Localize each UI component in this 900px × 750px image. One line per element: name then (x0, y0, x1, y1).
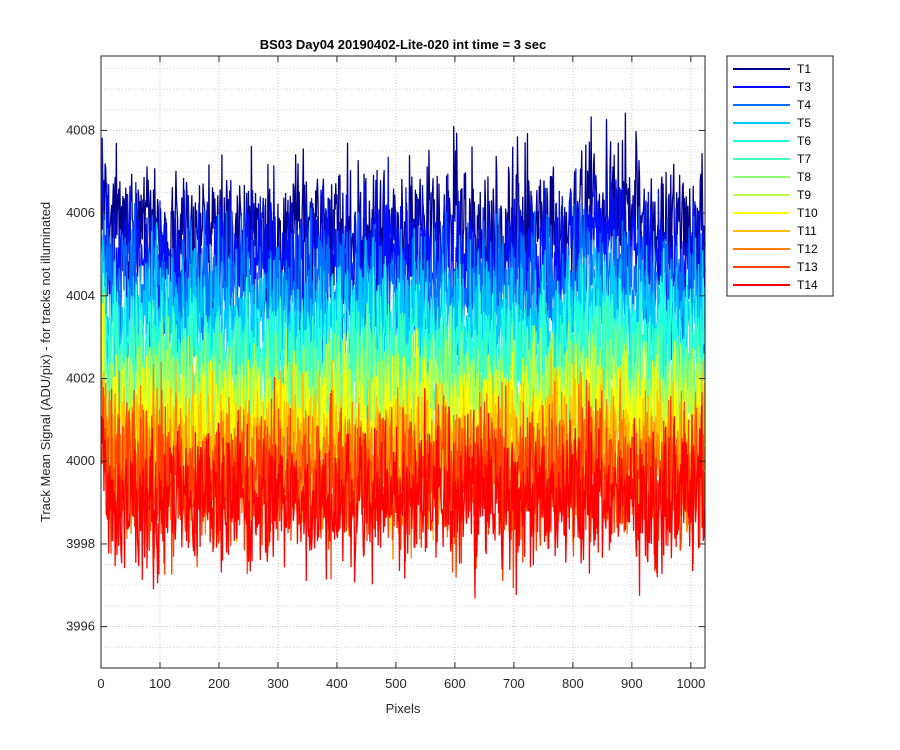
legend-label-t3: T3 (797, 80, 811, 94)
ticks (100, 56, 705, 668)
y-tick-label: 4000 (66, 453, 95, 468)
series-group (100, 112, 706, 599)
legend-label-t11: T11 (797, 224, 817, 238)
x-tick-label: 900 (621, 676, 643, 691)
x-tick-label: 1000 (676, 676, 705, 691)
legend-label-t7: T7 (797, 152, 811, 166)
legend-label-t10: T10 (797, 206, 818, 220)
y-tick-label: 4004 (66, 288, 95, 303)
legend-label-t13: T13 (797, 260, 818, 274)
legend-label-t1: T1 (797, 62, 811, 76)
x-axis-title: Pixels (386, 701, 421, 716)
y-tick-label: 3998 (66, 536, 95, 551)
legend-label-t8: T8 (797, 170, 811, 184)
series-line-t5 (100, 214, 706, 424)
series-line-t14 (100, 388, 706, 599)
legend-label-t9: T9 (797, 188, 811, 202)
x-tick-label: 400 (326, 676, 348, 691)
legend-label-t5: T5 (797, 116, 811, 130)
x-tick-label: 300 (267, 676, 289, 691)
tick-labels: 0 100 200 300 400 500 600 700 800 900 1000 3996 3998… (66, 122, 705, 691)
x-tick-label: 500 (385, 676, 407, 691)
legend-label-t12: T12 (797, 242, 818, 256)
y-tick-label: 3996 (66, 619, 95, 634)
y-tick-label: 4008 (66, 122, 95, 137)
x-tick-label: 100 (149, 676, 171, 691)
legend-label-t6: T6 (797, 134, 811, 148)
legend-label-t14: T14 (797, 278, 818, 292)
chart-title: BS03 Day04 20190402-Lite-020 int time = … (260, 37, 547, 52)
y-axis-title: Track Mean Signal (ADU/pix) - for tracks… (38, 202, 53, 522)
y-tick-label: 4006 (66, 205, 95, 220)
x-tick-label: 0 (97, 676, 104, 691)
x-tick-label: 600 (444, 676, 466, 691)
legend: T1 T3 T4 T5 T6 T7 T8 T9 T10 T11 T12 T13 T14 (726, 55, 834, 297)
x-tick-label: 800 (562, 676, 584, 691)
x-tick-label: 700 (503, 676, 525, 691)
x-tick-label: 200 (208, 676, 230, 691)
legend-label-t4: T4 (797, 98, 811, 112)
plot-frame (100, 55, 706, 669)
y-tick-label: 4002 (66, 371, 95, 386)
